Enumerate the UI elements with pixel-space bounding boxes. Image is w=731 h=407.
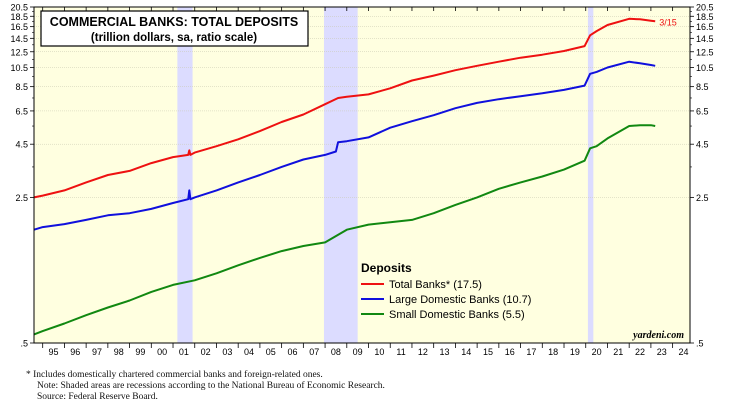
- y-tick-label-left: 14.5: [10, 34, 28, 44]
- legend-label-large: Large Domestic Banks (10.7): [389, 294, 531, 306]
- y-tick-label-right: 8.5: [696, 82, 709, 92]
- series-line-large: [33, 60, 656, 231]
- x-tick-label: 22: [635, 347, 645, 357]
- y-tick-label-left: 4.5: [15, 140, 28, 150]
- watermark-text: yardeni.com: [632, 330, 684, 341]
- recession-band-2: [323, 7, 358, 343]
- x-tick-label: 01: [179, 347, 189, 357]
- y-tick-label-right: .5: [696, 339, 704, 349]
- x-tick-label: 05: [266, 347, 276, 357]
- series-line-total: [33, 17, 656, 199]
- y-tick-label-left: 2.5: [15, 193, 28, 203]
- y-tick-label-left: 6.5: [15, 106, 28, 116]
- x-tick-label: 23: [657, 347, 667, 357]
- legend-title: Deposits: [361, 261, 412, 275]
- x-tick-label: 21: [613, 347, 623, 357]
- x-tick-label: 00: [157, 347, 167, 357]
- x-tick-label: 95: [49, 347, 59, 357]
- y-tick-label-right: 14.5: [696, 34, 714, 44]
- x-tick-label: 99: [135, 347, 145, 357]
- y-tick-label-left: 10.5: [10, 63, 28, 73]
- legend-label-small: Small Domestic Banks (5.5): [389, 309, 525, 321]
- recession-band-3: [587, 7, 594, 343]
- x-tick-label: 02: [201, 347, 211, 357]
- x-tick-label: 11: [396, 347, 405, 357]
- x-tick-label: 08: [331, 347, 341, 357]
- y-tick-label-right: 4.5: [696, 140, 709, 150]
- plot-frame: [33, 6, 691, 344]
- y-tick-label-left: 18.5: [10, 12, 28, 22]
- y-tick-label-left: 8.5: [15, 82, 28, 92]
- x-tick-label: 19: [570, 347, 580, 357]
- x-tick-label: 18: [548, 347, 558, 357]
- footnote-includes: * Includes domestically chartered commer…: [26, 370, 323, 380]
- y-tick-label-right: 20.5: [696, 3, 714, 13]
- x-tick-label: 97: [92, 347, 102, 357]
- x-tick-label: 06: [287, 347, 297, 357]
- x-tick-label: 15: [483, 347, 493, 357]
- y-tick-label-left: 16.5: [10, 22, 28, 32]
- x-tick-label: 04: [244, 347, 254, 357]
- legend-label-total: Total Banks* (17.5): [389, 279, 482, 291]
- x-tick-label: 07: [309, 347, 319, 357]
- x-tick-label: 24: [678, 347, 688, 357]
- x-tick-label: 20: [592, 347, 602, 357]
- title-box: [40, 10, 309, 47]
- y-tick-label-right: 18.5: [696, 12, 714, 22]
- y-tick-label-left: 12.5: [10, 47, 28, 57]
- x-tick-label: 14: [461, 347, 471, 357]
- x-tick-label: 17: [526, 347, 536, 357]
- x-tick-label: 13: [440, 347, 450, 357]
- recession-band-1: [177, 7, 193, 343]
- y-tick-label-right: 2.5: [696, 193, 709, 203]
- x-tick-label: 09: [353, 347, 363, 357]
- x-tick-label: 98: [114, 347, 124, 357]
- y-tick-label-right: 6.5: [696, 106, 709, 116]
- chart-subtitle: (trillion dollars, sa, ratio scale): [91, 32, 257, 44]
- x-tick-label: 12: [418, 347, 428, 357]
- chart-title: COMMERCIAL BANKS: TOTAL DEPOSITS: [50, 15, 298, 29]
- series-line-small: [33, 124, 656, 336]
- x-tick-label: 16: [505, 347, 515, 357]
- x-tick-label: 10: [374, 347, 384, 357]
- x-tick-label: 03: [222, 347, 232, 357]
- latest-date-label: 3/15: [659, 17, 677, 27]
- y-tick-label-left: 20.5: [10, 3, 28, 13]
- y-tick-label-right: 16.5: [696, 22, 714, 32]
- y-tick-label-right: 12.5: [696, 47, 714, 57]
- x-tick-label: 96: [70, 347, 80, 357]
- y-tick-label-right: 10.5: [696, 63, 714, 73]
- plot-area: [34, 7, 690, 343]
- footnote-recessions: Note: Shaded areas are recessions accord…: [37, 381, 385, 391]
- y-tick-label-left: .5: [20, 339, 28, 349]
- footnote-source: Source: Federal Reserve Board.: [37, 392, 158, 402]
